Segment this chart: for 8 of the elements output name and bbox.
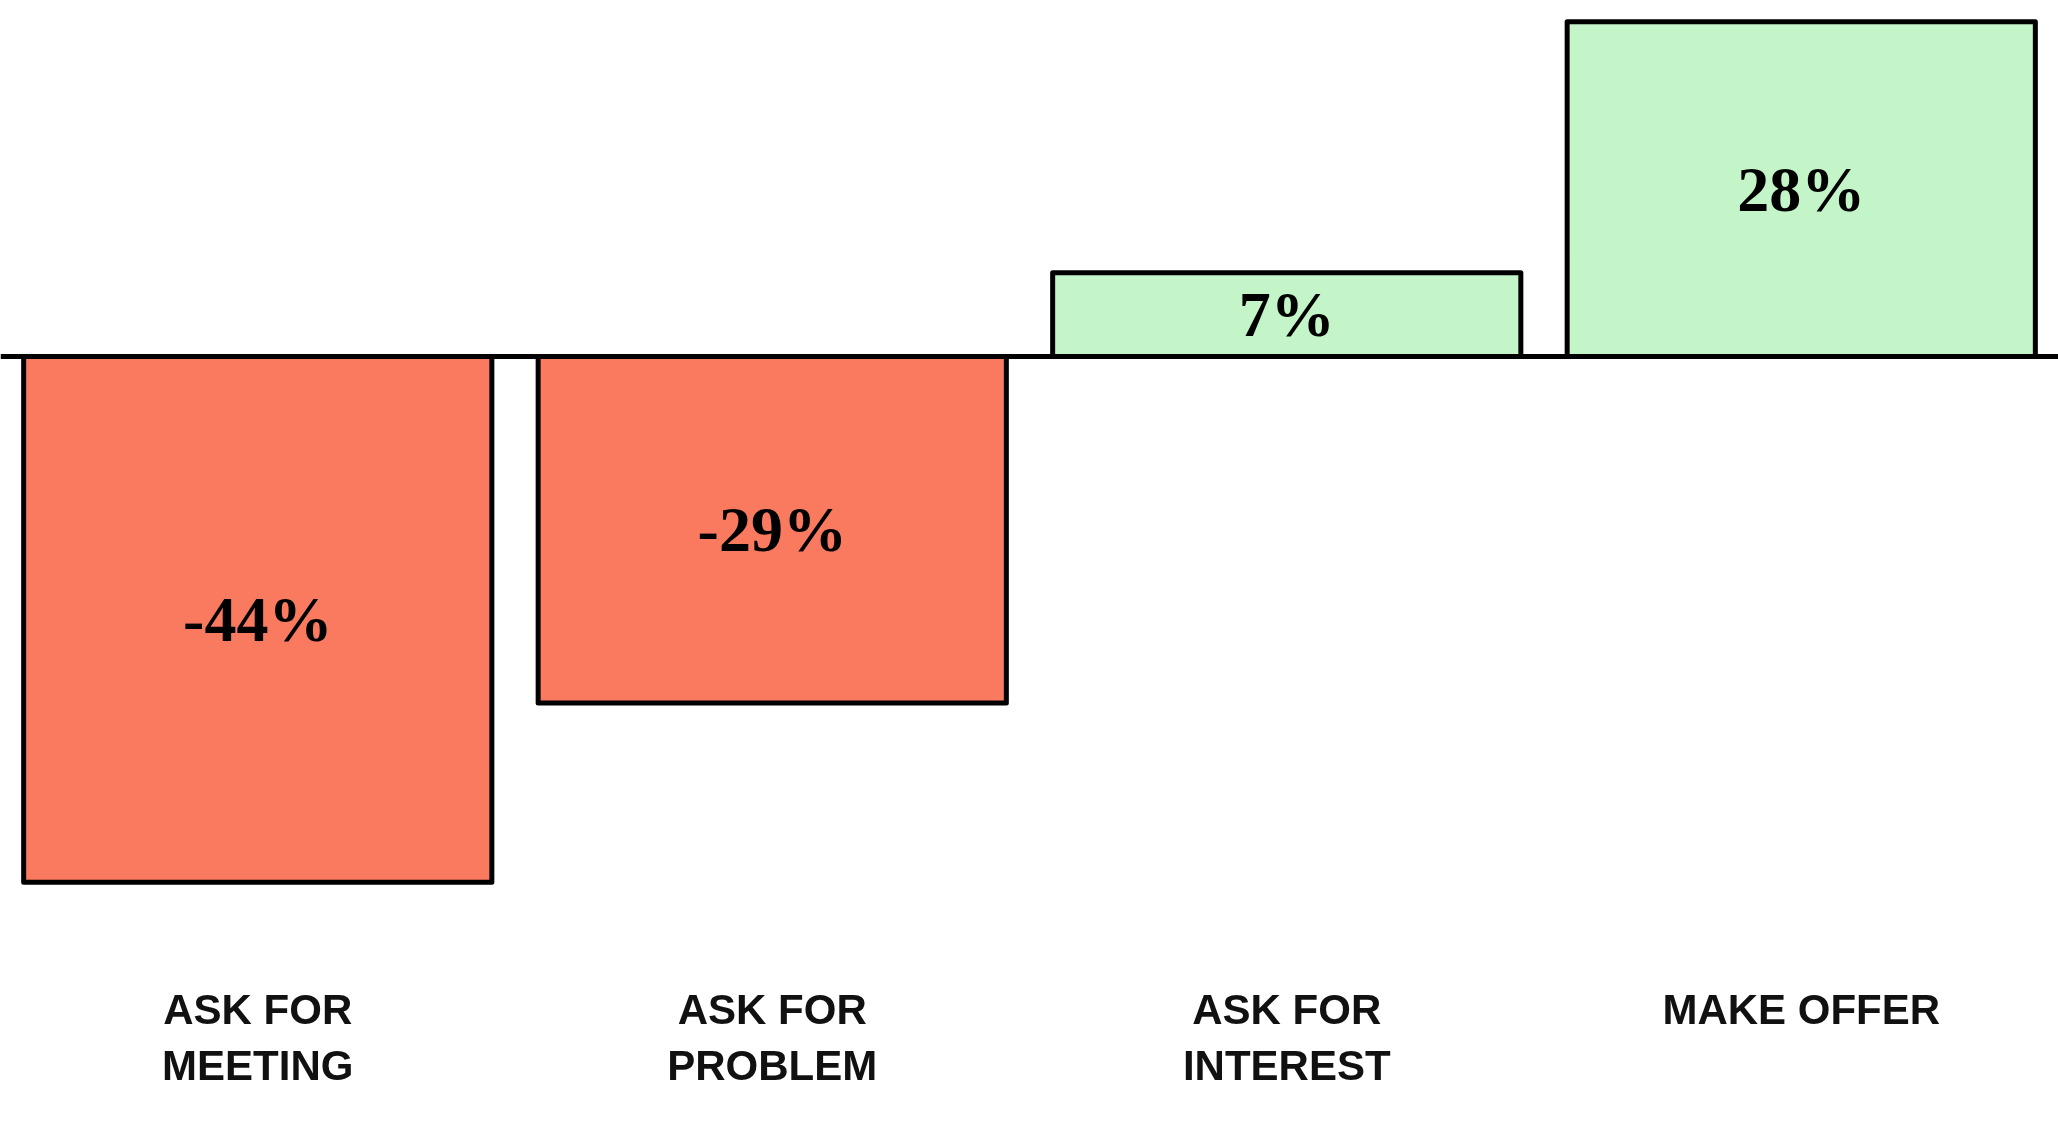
x-tick-label: ASK FOR PROBLEM [667,985,878,1089]
data-label: 7% [1238,279,1335,351]
data-label: 28% [1737,153,1866,225]
x-tick-label: ASK FOR INTEREST [1182,985,1391,1089]
data-label: -44% [183,583,333,655]
data-label: -29% [697,494,847,566]
x-tick-label: MAKE OFFER [1662,985,1941,1033]
x-tick-label: ASK FOR MEETING [162,985,354,1089]
